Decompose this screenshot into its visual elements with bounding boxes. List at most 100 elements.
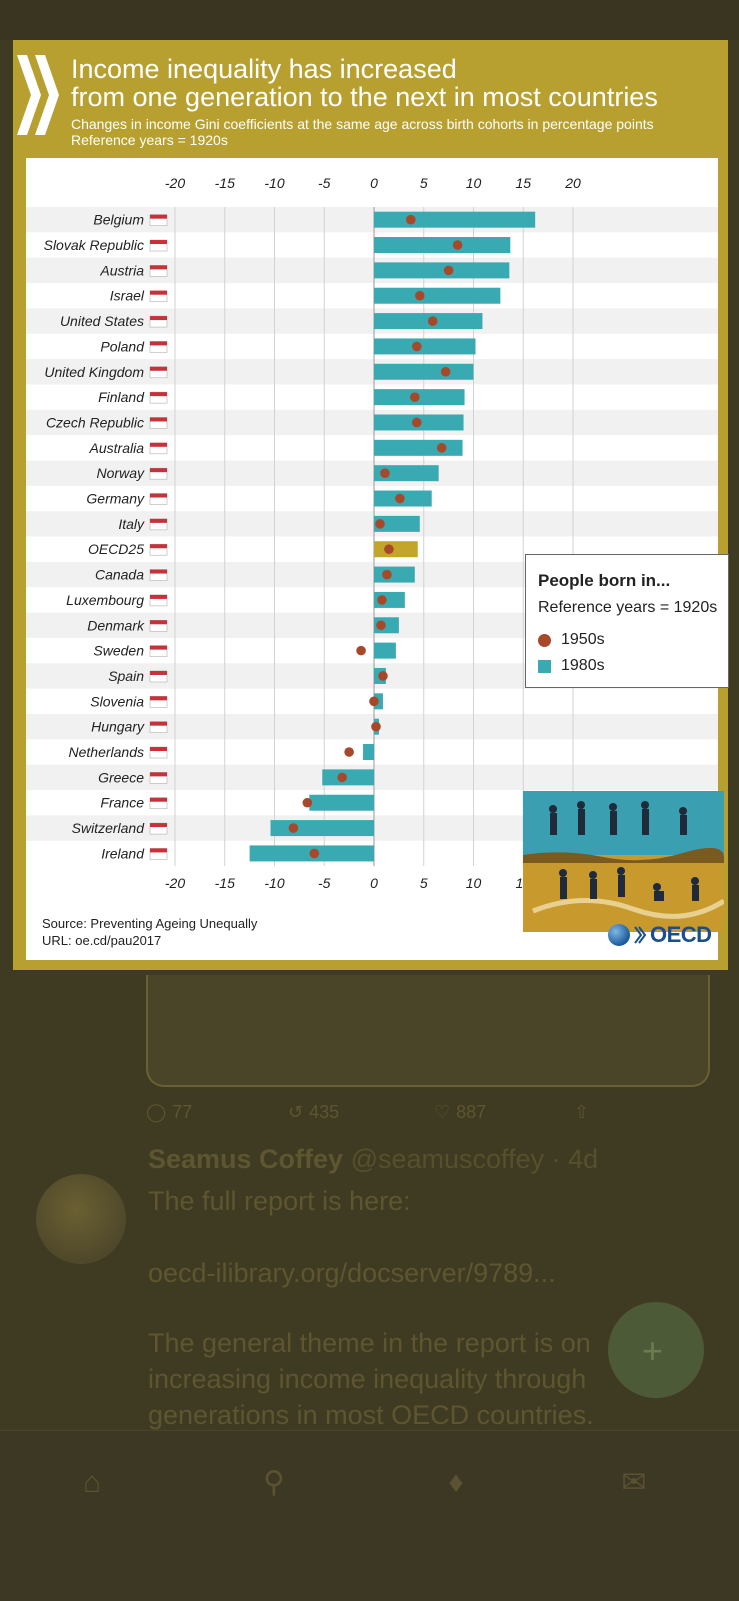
- source-text: Source: Preventing Ageing Unequally: [42, 916, 258, 931]
- flag-stripe: [150, 721, 167, 726]
- reply-button[interactable]: ◯ 77: [146, 1102, 192, 1123]
- share-button[interactable]: ⇧: [574, 1102, 589, 1123]
- legend-title: People born in...: [538, 571, 671, 590]
- x-tick-label: -10: [264, 175, 284, 191]
- flag-stripe: [150, 442, 167, 447]
- flag-stripe: [150, 392, 167, 397]
- chart-title-line1: Income inequality has increased: [71, 54, 457, 84]
- flag-stripe: [150, 569, 167, 574]
- dot-1950s: [371, 721, 381, 732]
- bar-1980s: [374, 515, 420, 532]
- category-label: Germany: [86, 491, 145, 507]
- row-band: [26, 511, 718, 537]
- flag-stripe: [150, 265, 167, 270]
- flag-icon: [149, 239, 168, 252]
- search-icon[interactable]: ⚲: [263, 1466, 285, 1499]
- x-tick-label: 20: [564, 175, 581, 191]
- dot-1950s: [427, 316, 438, 326]
- category-label: Sweden: [93, 643, 144, 659]
- category-label: Czech Republic: [46, 414, 144, 430]
- category-label: Greece: [98, 769, 144, 785]
- chart-title-line2: from one generation to the next in most …: [71, 82, 658, 112]
- flag-icon: [149, 543, 168, 556]
- flag-stripe: [150, 366, 167, 371]
- bar-1980s: [270, 820, 374, 837]
- legend: People born in... Reference years = 1920…: [525, 554, 729, 688]
- dot-1950s: [406, 214, 416, 225]
- bar-1980s: [374, 541, 418, 558]
- oecd-mark-icon: [634, 926, 646, 944]
- oecd-logo: OECD: [608, 922, 712, 948]
- compose-button[interactable]: +: [608, 1302, 704, 1398]
- category-label: Luxembourg: [66, 592, 144, 608]
- flag-stripe: [150, 417, 167, 422]
- dot-1950s: [414, 290, 425, 301]
- flag-stripe: [150, 772, 167, 777]
- reply-icon: ◯: [146, 1102, 167, 1122]
- row-band: [26, 308, 718, 334]
- legend-label: 1950s: [561, 631, 605, 648]
- x-tick-label: -15: [215, 875, 235, 891]
- category-label: Israel: [110, 288, 145, 304]
- flag-stripe: [150, 696, 167, 701]
- globe-icon: [608, 924, 630, 946]
- flag-stripe: [150, 594, 167, 599]
- heart-icon: ♡: [434, 1102, 451, 1122]
- dot-1950s: [395, 493, 405, 504]
- mail-icon[interactable]: ✉: [621, 1466, 647, 1499]
- category-label: United States: [60, 313, 144, 329]
- legend-dot-marker: [538, 633, 551, 647]
- dot-1950s: [380, 468, 390, 478]
- category-label: Poland: [100, 338, 145, 354]
- home-icon[interactable]: ⌂: [82, 1466, 102, 1499]
- infographic-panel: Income inequality has increased from one…: [13, 40, 729, 970]
- source-url[interactable]: URL: oe.cd/pau2017: [42, 933, 162, 948]
- tweet-text-line: generations in most OECD countries.: [148, 1400, 594, 1430]
- author-handle: @seamuscoffey · 4d: [350, 1144, 599, 1174]
- bar-1980s: [374, 642, 396, 659]
- row-band: [26, 257, 718, 284]
- status-bar: [0, 0, 739, 40]
- tweet-text-line: The full report is here:: [148, 1186, 411, 1216]
- dot-1950s: [288, 823, 299, 833]
- flag-stripe: [150, 645, 167, 650]
- category-label: Spain: [108, 668, 144, 684]
- compose-icon: +: [642, 1330, 664, 1371]
- tweet-author[interactable]: Seamus Coffey @seamuscoffey · 4d: [148, 1144, 598, 1175]
- flag-stripe: [150, 544, 167, 549]
- bar-1980s: [374, 262, 510, 279]
- legend-label: 1980s: [561, 657, 605, 674]
- tweet-text-line: increasing income inequality through: [148, 1364, 587, 1394]
- tweet-link[interactable]: oecd-ilibrary.org/docserver/9789...: [148, 1258, 556, 1288]
- row-band: [26, 409, 718, 436]
- category-label: United Kingdom: [44, 364, 144, 380]
- bell-icon[interactable]: ♦: [448, 1466, 464, 1499]
- like-button[interactable]: ♡ 887: [434, 1102, 486, 1123]
- category-label: Austria: [99, 262, 144, 278]
- legend-item-1950s: 1950s: [538, 631, 605, 649]
- x-tick-label: 10: [466, 175, 482, 191]
- avatar[interactable]: [36, 1174, 126, 1264]
- bar-chart: -20-20-15-15-10-10-5-50055101015152020Be…: [26, 175, 718, 891]
- dot-1950s: [378, 671, 388, 681]
- tweet-image-card[interactable]: [146, 975, 710, 1087]
- category-label: Slovak Republic: [44, 237, 144, 253]
- bar-1980s: [374, 465, 439, 482]
- dot-1950s: [302, 797, 313, 808]
- x-tick-label: -10: [264, 875, 284, 891]
- flag-stripe: [150, 670, 167, 675]
- dot-1950s: [337, 772, 347, 783]
- x-tick-label: 0: [370, 875, 378, 891]
- flag-stripe: [150, 341, 167, 346]
- category-label: Italy: [118, 516, 145, 532]
- category-label: Hungary: [91, 719, 145, 735]
- x-tick-label: 5: [420, 175, 428, 191]
- dot-1950s: [344, 747, 354, 757]
- dot-1950s: [309, 848, 320, 859]
- x-tick-label: -20: [165, 175, 185, 191]
- retweet-button[interactable]: ↺ 435: [288, 1102, 339, 1123]
- category-label: Finland: [98, 389, 145, 405]
- x-tick-label: 10: [466, 875, 482, 891]
- dot-1950s: [436, 443, 447, 453]
- category-label: France: [100, 795, 144, 811]
